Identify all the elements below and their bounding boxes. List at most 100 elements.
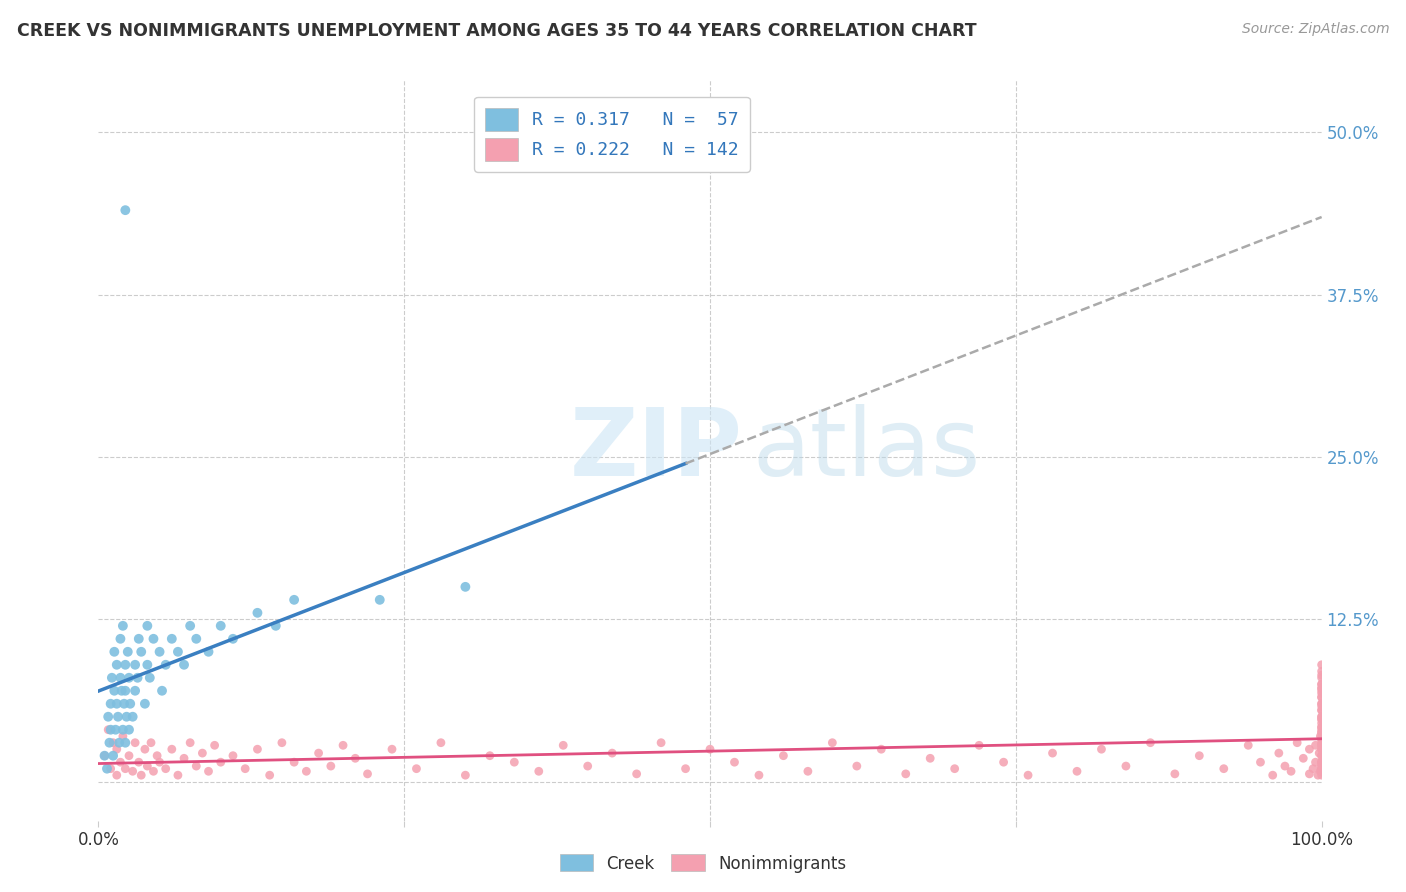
Point [993, 755, 1015, 769]
Point [405, 762, 427, 776]
Point [1310, 742, 1333, 756]
Point [186, 632, 208, 646]
Point [1310, 681, 1333, 695]
Point [283, 592, 305, 607]
Point [155, 762, 177, 776]
Point [111, 723, 134, 737]
Point [845, 759, 868, 773]
Point [1310, 755, 1333, 769]
Point [111, 619, 134, 633]
Point [430, 736, 453, 750]
Point [114, 683, 136, 698]
Point [1090, 742, 1112, 756]
Point [191, 746, 214, 760]
Point [1310, 768, 1333, 782]
Point [1305, 739, 1327, 753]
Point [134, 697, 156, 711]
Point [699, 742, 721, 756]
Point [1308, 746, 1330, 760]
Point [454, 768, 477, 782]
Point [1305, 755, 1327, 769]
Point [1164, 767, 1187, 781]
Point [1310, 686, 1333, 700]
Point [120, 697, 142, 711]
Point [129, 645, 152, 659]
Point [283, 755, 305, 769]
Point [1310, 677, 1333, 691]
Point [173, 751, 195, 765]
Point [186, 759, 208, 773]
Point [1310, 759, 1333, 773]
Point [1017, 768, 1039, 782]
Point [112, 697, 135, 711]
Point [139, 671, 162, 685]
Point [478, 748, 501, 763]
Point [134, 742, 156, 756]
Point [246, 742, 269, 756]
Point [1310, 710, 1333, 724]
Point [368, 592, 391, 607]
Point [146, 748, 169, 763]
Point [1310, 677, 1333, 691]
Point [1292, 751, 1315, 765]
Point [1310, 690, 1333, 705]
Point [1298, 742, 1320, 756]
Point [103, 645, 125, 659]
Point [107, 710, 129, 724]
Point [209, 755, 232, 769]
Point [110, 632, 132, 646]
Text: atlas: atlas [752, 404, 981, 497]
Point [1268, 746, 1291, 760]
Point [1302, 762, 1324, 776]
Point [173, 657, 195, 672]
Point [167, 768, 190, 782]
Point [967, 739, 990, 753]
Point [1310, 690, 1333, 705]
Point [1310, 755, 1333, 769]
Point [114, 203, 136, 218]
Point [295, 764, 318, 779]
Point [1310, 742, 1333, 756]
Point [179, 619, 201, 633]
Point [167, 645, 190, 659]
Point [1310, 762, 1333, 776]
Point [118, 748, 141, 763]
Point [943, 762, 966, 776]
Point [381, 742, 404, 756]
Point [1274, 759, 1296, 773]
Point [1309, 729, 1331, 743]
Point [259, 768, 281, 782]
Point [142, 632, 165, 646]
Legend: R = 0.317   N =  57, R = 0.222   N = 142: R = 0.317 N = 57, R = 0.222 N = 142 [474, 96, 749, 172]
Point [209, 619, 232, 633]
Point [114, 762, 136, 776]
Point [454, 580, 477, 594]
Point [1310, 723, 1333, 737]
Point [527, 764, 550, 779]
Point [1310, 739, 1333, 753]
Point [139, 736, 162, 750]
Point [111, 729, 134, 743]
Point [1042, 746, 1064, 760]
Point [97, 723, 120, 737]
Point [108, 736, 131, 750]
Point [149, 755, 172, 769]
Point [118, 723, 141, 737]
Point [104, 723, 127, 737]
Point [136, 619, 159, 633]
Point [264, 619, 287, 633]
Point [124, 683, 146, 698]
Point [1212, 762, 1234, 776]
Text: Source: ZipAtlas.com: Source: ZipAtlas.com [1241, 22, 1389, 37]
Point [1310, 699, 1333, 714]
Point [97, 710, 120, 724]
Point [1310, 683, 1333, 698]
Point [1310, 712, 1333, 726]
Point [1310, 697, 1333, 711]
Point [1310, 668, 1333, 682]
Point [626, 767, 648, 781]
Point [197, 764, 219, 779]
Point [197, 645, 219, 659]
Point [553, 739, 575, 753]
Point [270, 736, 294, 750]
